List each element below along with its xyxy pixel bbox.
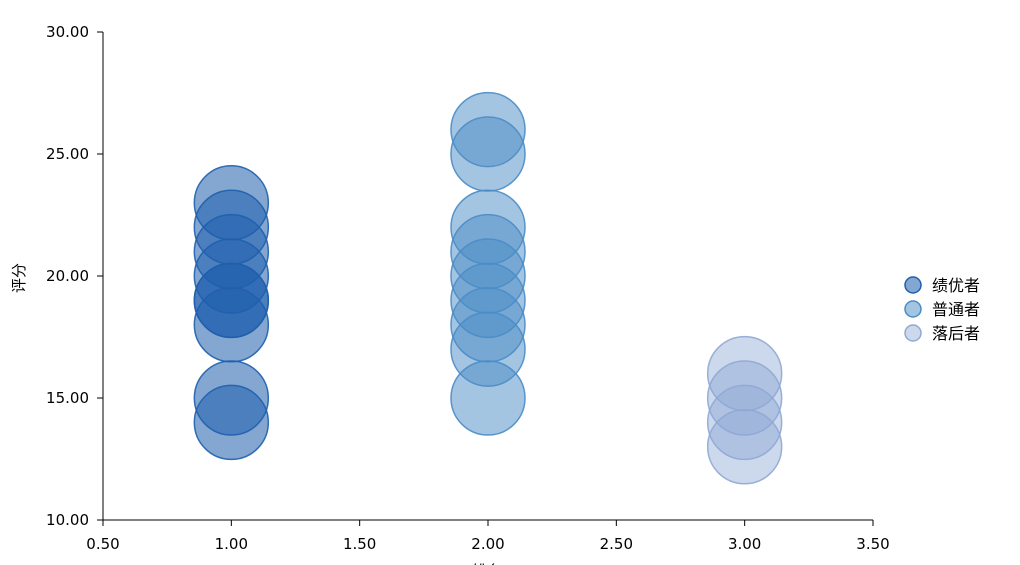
legend-label-2: 普通者	[932, 300, 980, 319]
y-axis-ticks: 10.00 15.00 20.00 25.00 30.00	[46, 23, 103, 529]
bubble-series-1	[193, 384, 270, 461]
x-tick-label: 1.50	[343, 535, 376, 553]
x-tick-label: 3.50	[856, 535, 889, 553]
legend-label-3: 落后者	[932, 324, 980, 343]
y-tick-label: 15.00	[46, 389, 89, 407]
x-tick-label: 0.50	[86, 535, 119, 553]
y-tick-label: 30.00	[46, 23, 89, 41]
y-tick-label: 20.00	[46, 267, 89, 285]
bubble-series-2	[450, 116, 526, 192]
y-tick-label: 25.00	[46, 145, 89, 163]
bubble-series-3	[706, 384, 783, 461]
legend-marker-1	[904, 276, 922, 294]
bubble-series-3	[706, 409, 783, 485]
bubble-series-3	[706, 335, 783, 412]
bubble-series-2	[450, 360, 526, 436]
legend-marker-3	[904, 324, 922, 342]
bubbles	[193, 91, 783, 485]
x-axis-ticks: 0.50 1.00 1.50 2.00 2.50 3.00 3.50	[86, 520, 890, 553]
x-tick-label: 3.00	[728, 535, 761, 553]
x-tick-label: 1.00	[215, 535, 248, 553]
legend-marker-2	[904, 300, 922, 318]
y-axis-title: 评分	[10, 263, 28, 293]
bubble-series-3	[706, 360, 783, 436]
x-tick-label: 2.00	[471, 535, 504, 553]
y-tick-label: 10.00	[46, 511, 89, 529]
bubble-series-1	[193, 287, 270, 363]
legend-label-1: 绩优者	[932, 276, 980, 295]
x-tick-label: 2.50	[600, 535, 633, 553]
x-axis-title: 排名	[472, 562, 502, 565]
